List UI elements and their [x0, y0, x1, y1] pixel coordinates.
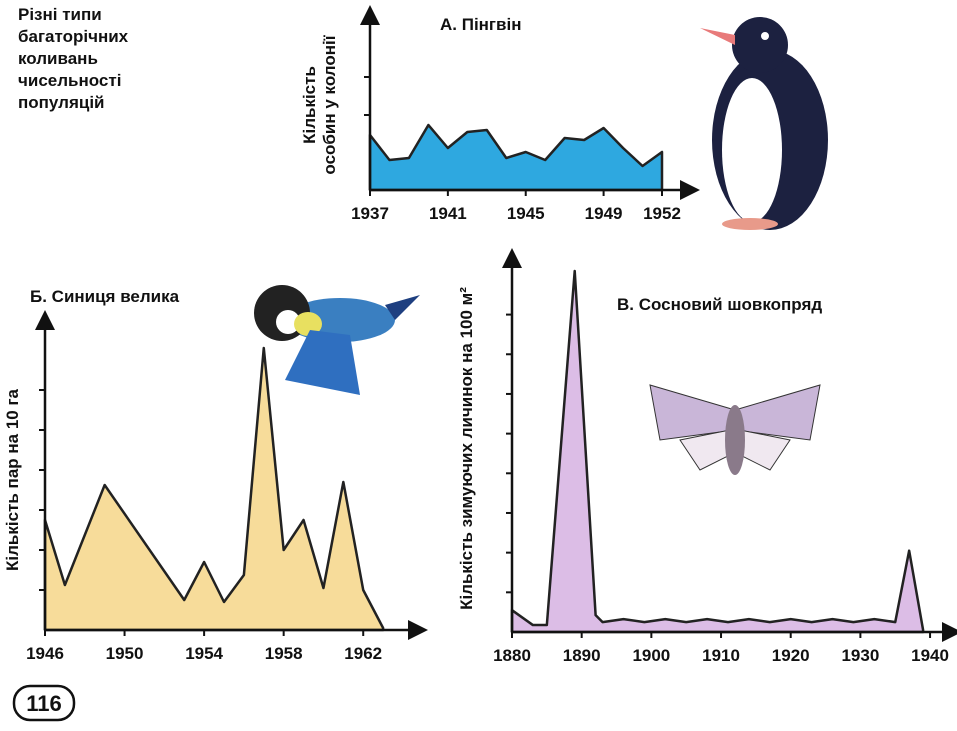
- x-tick-label: 1962: [344, 644, 382, 663]
- x-tick-label: 1880: [493, 646, 531, 665]
- caption-line: чисельності: [18, 71, 121, 90]
- x-tick-label: 1890: [563, 646, 601, 665]
- x-tick-label: 1945: [507, 204, 545, 223]
- x-tick-label: 1930: [841, 646, 879, 665]
- x-tick-label: 1950: [106, 644, 144, 663]
- penguin-illustration: [700, 17, 828, 230]
- chart: 1880 1890 1900 1910 1920 1930 1940 В. Сосновий …: [457, 248, 957, 665]
- x-tick-label: 1949: [585, 204, 623, 223]
- x-tick-label: 1954: [185, 644, 223, 663]
- x-tick-label: 1937: [351, 204, 389, 223]
- tit-illustration: [254, 285, 420, 395]
- x-tick-label: 1900: [632, 646, 670, 665]
- y-axis-label: особин у колонії: [320, 34, 339, 174]
- x-tick-label: 1952: [643, 204, 681, 223]
- x-tick-label: 1910: [702, 646, 740, 665]
- caption-line: популяцій: [18, 93, 105, 112]
- caption-line: коливань: [18, 49, 98, 68]
- caption-line: Різні типи: [18, 5, 102, 24]
- x-tick-label: 1941: [429, 204, 467, 223]
- caption-line: багаторічних: [18, 27, 129, 46]
- chart-title: А. Пінгвін: [440, 15, 521, 34]
- y-axis-label: Кількість пар на 10 га: [3, 388, 22, 571]
- area: [368, 123, 664, 192]
- chart: 1946 1950 1954 1958 1962 Б. Синиця велика Кіль…: [3, 287, 428, 663]
- chart-title: Б. Синиця велика: [30, 287, 180, 306]
- y-axis-label: Кількість зимуючих личинок на 100 м²: [457, 287, 476, 610]
- area: [510, 269, 925, 634]
- y-axis-label: Кількість: [300, 66, 319, 144]
- x-tick-label: 1958: [265, 644, 303, 663]
- page-number-frame: [12, 684, 76, 722]
- chart-title: В. Сосновий шовкопряд: [617, 295, 822, 314]
- x-tick-label: 1920: [772, 646, 810, 665]
- chart: 1937 1941 1945 1949 1952 А. Пінгвін Кількість о…: [300, 5, 700, 223]
- x-tick-label: 1946: [26, 644, 64, 663]
- area: [43, 346, 385, 632]
- x-tick-label: 1940: [911, 646, 949, 665]
- moth-illustration: [649, 384, 821, 475]
- page-number: 116: [26, 691, 62, 716]
- caption: Різні типи багаторічних коливань чисельн…: [18, 5, 129, 112]
